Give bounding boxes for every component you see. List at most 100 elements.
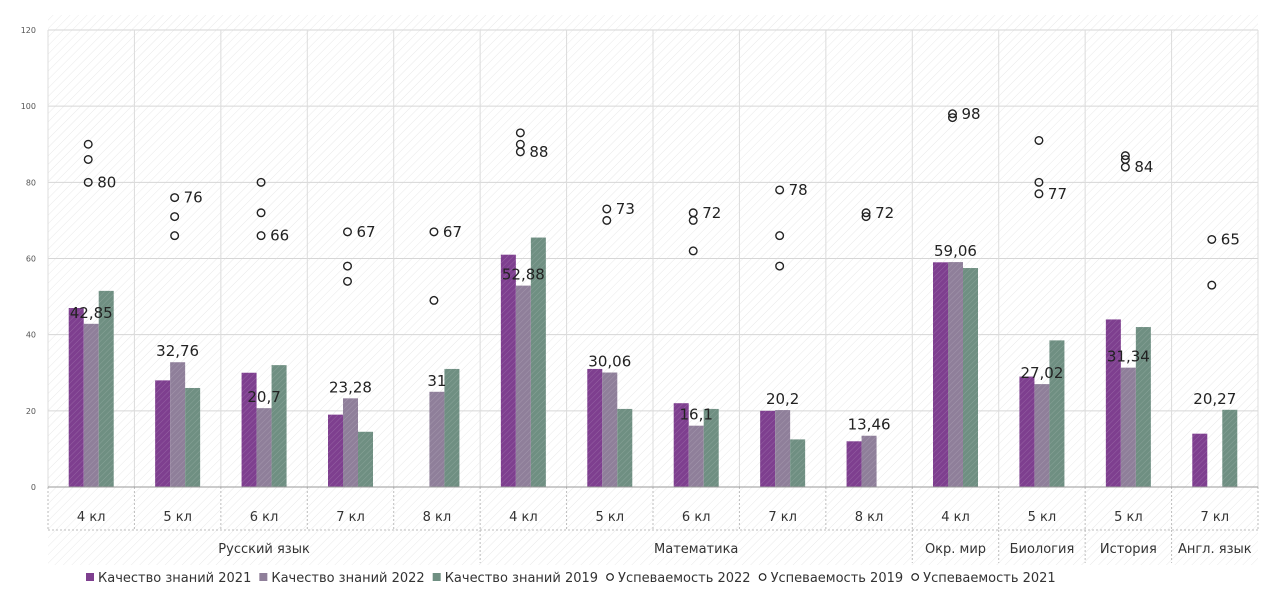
bar-texture [1105, 319, 1121, 487]
marker-point [256, 231, 266, 241]
bar-texture [688, 425, 704, 487]
bar-texture [673, 403, 689, 487]
bar-texture [948, 262, 963, 487]
bar-texture [703, 408, 719, 487]
marker-point [1120, 151, 1130, 161]
y-tick-label: 120 [21, 26, 36, 35]
bar-data-label: 27,02 [1020, 364, 1063, 382]
marker-point [83, 177, 93, 187]
marker-data-label: 66 [270, 227, 289, 245]
bar-texture [83, 323, 99, 487]
marker-point [429, 227, 439, 237]
x-tick-label: 6 кл [682, 510, 711, 525]
y-tick-label: 20 [26, 407, 36, 416]
marker-data-label: 88 [529, 143, 548, 161]
bar-texture [1192, 433, 1208, 487]
bar-texture [241, 372, 257, 487]
marker-point [83, 139, 93, 149]
marker-point [256, 177, 266, 187]
marker-point [775, 231, 785, 241]
marker-point [515, 128, 525, 138]
bar-texture [515, 285, 531, 487]
marker-point [775, 261, 785, 271]
marker-point [1207, 280, 1217, 290]
bar-data-label: 20,27 [1193, 390, 1236, 408]
bar-data-label: 20,2 [766, 390, 799, 408]
bar-data-label: 31,34 [1107, 348, 1150, 366]
x-tick-label: 5 кл [163, 510, 192, 525]
marker-point [861, 208, 871, 218]
marker-data-label: 98 [962, 105, 981, 123]
marker-point [343, 276, 353, 286]
group-label: Окр. мир [925, 542, 986, 557]
marker-point [1034, 189, 1044, 199]
bar-data-label: 13,46 [848, 416, 891, 434]
bar-texture [933, 262, 948, 487]
bar-texture [1120, 367, 1136, 487]
legend-label: Успеваемость 2019 [771, 571, 904, 586]
legend-swatch [432, 573, 441, 581]
marker-point [948, 109, 958, 119]
x-tick-label: 8 кл [423, 510, 452, 525]
bar-texture [1019, 376, 1035, 487]
bar-texture [170, 362, 186, 487]
x-tick-label: 5 кл [1114, 510, 1143, 525]
bar-texture [790, 439, 806, 487]
group-label: Биология [1010, 542, 1075, 557]
marker-point [1120, 154, 1130, 164]
marker-point [343, 261, 353, 271]
bar-data-label: 32,76 [156, 342, 199, 360]
bar-texture [155, 380, 171, 487]
bar-texture [587, 368, 603, 487]
group-label: Русский язык [218, 542, 310, 557]
bar-data-label: 16,1 [680, 406, 713, 424]
legend-marker [758, 573, 767, 581]
marker-data-label: 76 [184, 189, 203, 207]
marker-data-label: 67 [357, 223, 376, 241]
bar-texture [358, 431, 373, 487]
x-tick-label: 6 кл [250, 510, 279, 525]
bar-data-label: 42,85 [70, 304, 113, 322]
legend-swatch [86, 573, 94, 581]
bar-texture [617, 408, 633, 487]
marker-data-label: 72 [875, 204, 894, 222]
x-tick-label: 5 кл [1028, 510, 1057, 525]
marker-data-label: 67 [443, 223, 462, 241]
x-tick-label: 4 кл [509, 510, 538, 525]
marker-point [170, 193, 180, 203]
marker-point [1034, 135, 1044, 145]
bar-data-label: 52,88 [502, 266, 545, 284]
bar-texture [530, 237, 546, 487]
legend-swatch [259, 573, 268, 581]
legend-marker [911, 573, 920, 581]
marker-point [170, 212, 180, 222]
marker-point [515, 139, 525, 149]
legend-label: Успеваемость 2022 [618, 571, 751, 586]
bar-texture [846, 441, 862, 487]
bar-texture [256, 408, 272, 487]
bar-texture [1034, 384, 1050, 487]
bar-texture [760, 410, 776, 487]
bar-texture [1222, 409, 1238, 487]
y-tick-label: 100 [21, 102, 36, 111]
x-tick-label: 4 кл [77, 510, 106, 525]
group-label: Англ. язык [1178, 542, 1252, 557]
marker-point [602, 204, 612, 214]
marker-point [1034, 177, 1044, 187]
bar-texture [271, 365, 287, 487]
marker-point [948, 113, 958, 123]
bar-texture [775, 410, 791, 487]
bar-texture [98, 290, 114, 487]
bar-texture [1135, 327, 1151, 487]
bar-texture [343, 398, 358, 487]
bar-texture [1049, 340, 1065, 487]
bar-texture [429, 391, 445, 487]
x-tick-label: 8 кл [855, 510, 884, 525]
bar-data-label: 31 [427, 372, 446, 390]
group-label: Математика [654, 542, 738, 557]
marker-point [688, 246, 698, 256]
bar-texture [500, 254, 516, 487]
y-tick-label: 80 [26, 178, 36, 187]
marker-data-label: 77 [1048, 185, 1067, 203]
